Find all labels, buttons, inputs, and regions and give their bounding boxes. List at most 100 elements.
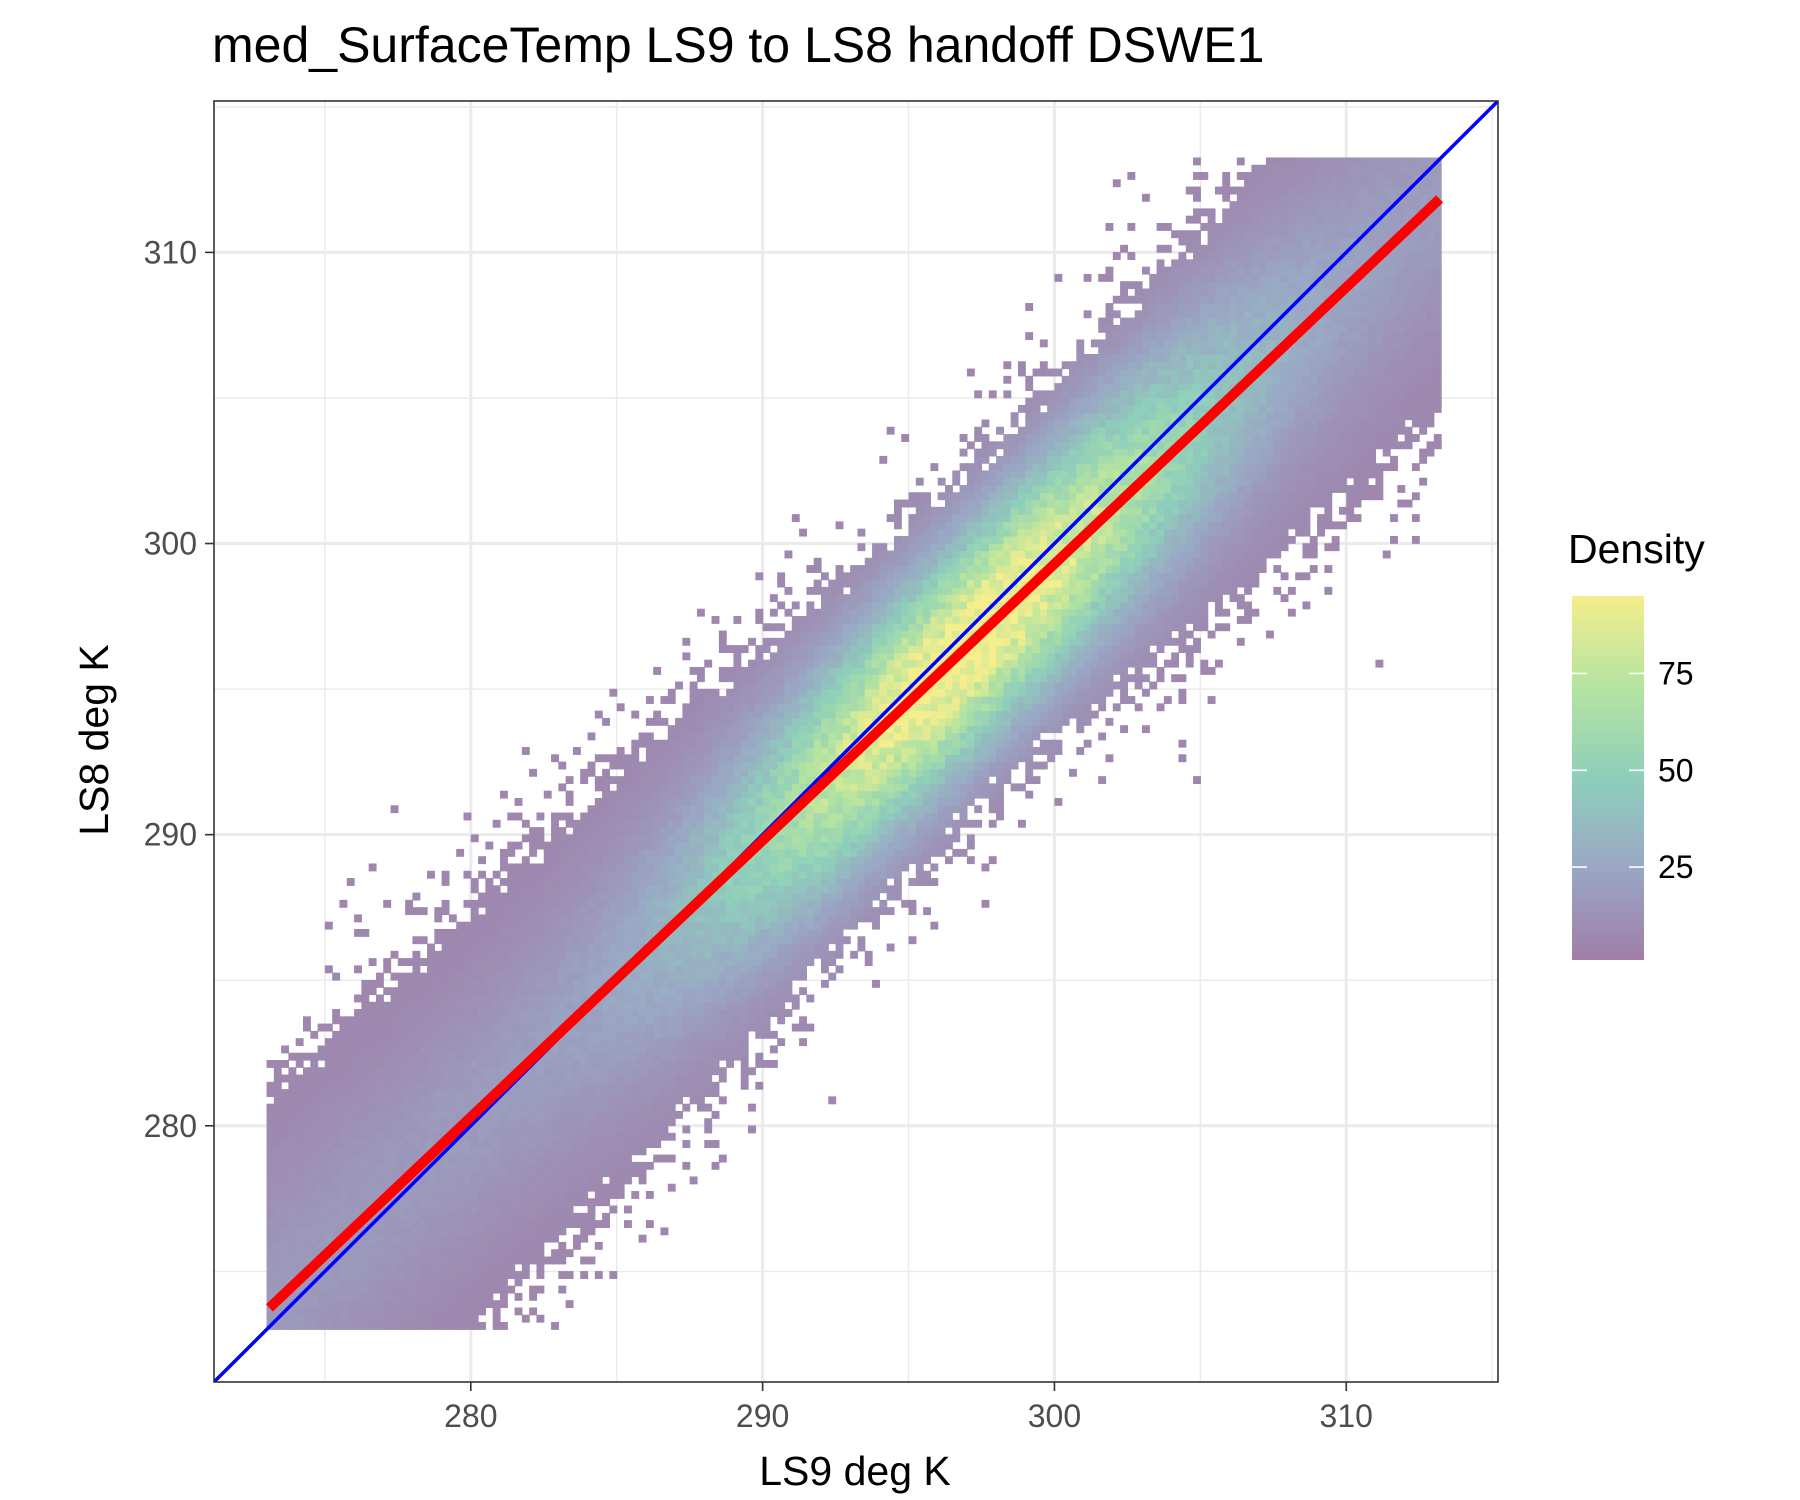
density-cell (324, 1110, 333, 1119)
density-cell (886, 623, 895, 632)
density-cell (886, 812, 895, 821)
density-cell (295, 1322, 304, 1330)
density-cell (295, 1154, 304, 1163)
density-cell (704, 870, 713, 879)
density-cell (478, 856, 486, 865)
density-cell (390, 1176, 399, 1185)
density-cell (492, 1285, 501, 1294)
density-cell (718, 863, 727, 872)
density-cell (470, 1249, 479, 1258)
density-cell (901, 637, 910, 646)
density-cell (339, 1052, 348, 1061)
density-cell (310, 1191, 319, 1199)
density-cell (645, 1074, 654, 1083)
density-cell (609, 914, 618, 923)
density-cell (536, 1256, 545, 1265)
density-cell (696, 1103, 705, 1112)
density-cell (893, 637, 902, 646)
density-cell (631, 1016, 640, 1025)
density-cell (594, 797, 603, 806)
density-cell (791, 878, 800, 886)
density-cell (594, 1176, 603, 1185)
density-cell (762, 645, 771, 654)
density-cell (733, 899, 742, 908)
density-cell (733, 950, 742, 959)
density-cell (310, 1118, 319, 1127)
density-cell (711, 1089, 720, 1098)
density-cell (828, 688, 837, 697)
density-cell (412, 1009, 421, 1017)
density-cell (667, 827, 676, 835)
density-cell (558, 761, 567, 770)
density-cell (820, 747, 829, 755)
density-cell (470, 1271, 479, 1279)
density-cell (711, 827, 720, 835)
density-cell (478, 1241, 486, 1250)
density-cell (478, 1045, 486, 1054)
density-cell (901, 565, 910, 573)
density-cell (303, 1161, 311, 1170)
density-cell (784, 936, 793, 945)
density-cell (602, 1016, 611, 1025)
density-cell (777, 907, 786, 916)
density-cell (339, 1322, 348, 1330)
density-cell (580, 928, 589, 937)
density-cell (419, 1059, 428, 1068)
density-cell (857, 856, 866, 865)
density-cell (886, 630, 895, 639)
density-cell (857, 870, 866, 879)
density-cell (427, 1307, 435, 1316)
density-cell (281, 1161, 290, 1170)
density-cell (499, 1205, 508, 1214)
density-cell (660, 819, 669, 828)
density-cell (361, 1125, 370, 1134)
density-cell (397, 1322, 406, 1330)
density-cell (653, 805, 662, 814)
density-cell (594, 710, 603, 719)
density-cell (332, 1089, 341, 1098)
density-cell (463, 979, 472, 988)
density-cell (740, 863, 749, 872)
density-cell (923, 747, 932, 755)
density-cell (616, 928, 625, 937)
density-cell (492, 1125, 501, 1134)
density-cell (499, 921, 508, 930)
density-cell (463, 1205, 472, 1214)
density-cell (704, 1030, 713, 1039)
density-cell (609, 1103, 618, 1112)
density-cell (470, 1227, 479, 1236)
density-cell (704, 776, 713, 785)
density-cell (551, 972, 559, 981)
density-cell (755, 645, 764, 654)
density-cell (587, 987, 596, 996)
density-cell (397, 1067, 406, 1076)
density-cell (609, 863, 618, 872)
density-cell (609, 878, 618, 886)
density-cell (463, 1132, 472, 1141)
density-cell (609, 1191, 618, 1199)
density-cell (762, 1016, 771, 1025)
density-cell (492, 1147, 501, 1156)
density-cell (806, 659, 815, 668)
density-cell (901, 747, 910, 755)
density-cell (908, 594, 917, 603)
density-cell (456, 1292, 465, 1301)
density-cell (339, 1292, 348, 1301)
density-cell (638, 1045, 647, 1054)
density-cell (879, 790, 888, 799)
density-cell (711, 761, 720, 770)
density-cell (799, 870, 807, 879)
density-cell (507, 812, 516, 821)
density-cell (923, 499, 932, 508)
density-cell (427, 1249, 435, 1258)
density-cell (762, 739, 771, 748)
density-cell (886, 841, 895, 850)
density-cell (332, 1205, 341, 1214)
density-cell (310, 1300, 319, 1309)
density-cell (303, 1125, 311, 1134)
density-cell (288, 1234, 297, 1243)
density-cell (288, 1307, 297, 1316)
density-cell (857, 710, 866, 719)
density-cell (551, 1176, 559, 1185)
density-cell (412, 1249, 421, 1258)
